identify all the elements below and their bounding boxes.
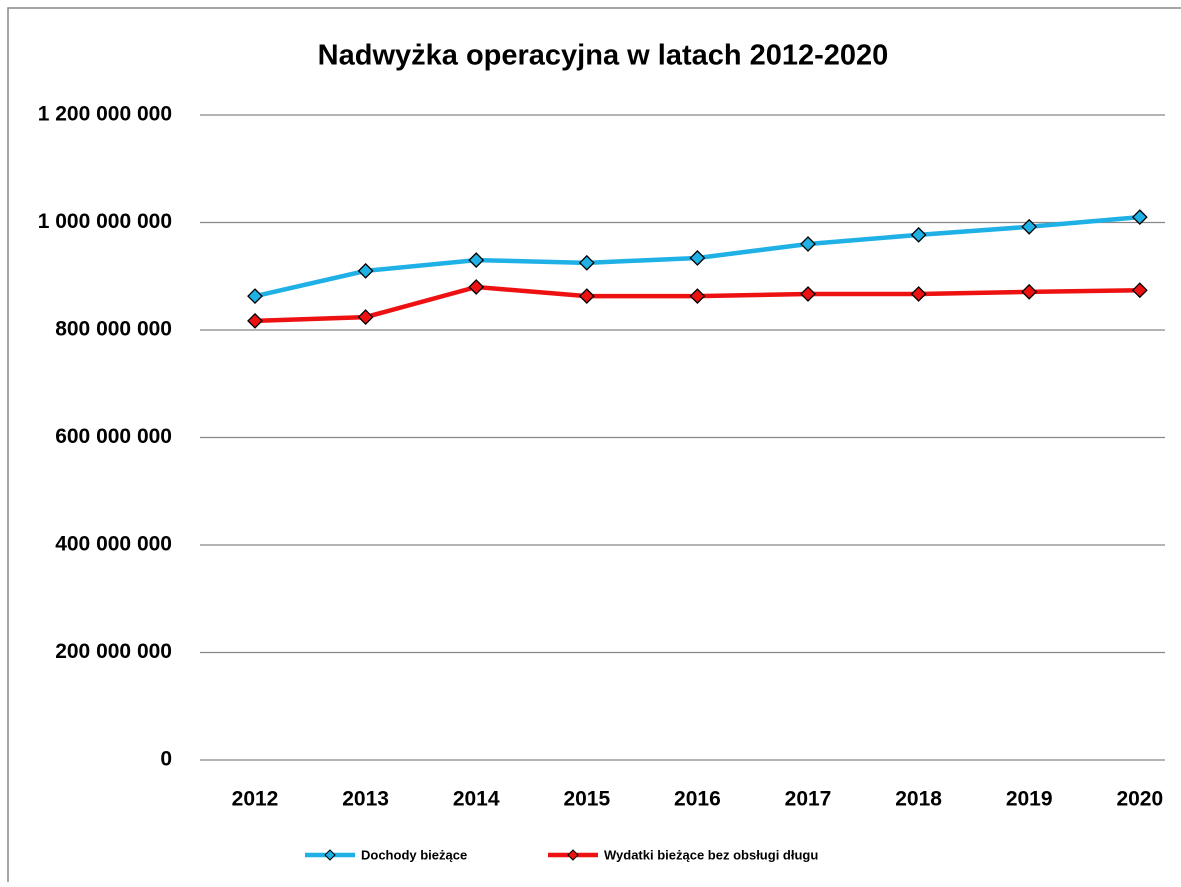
- legend-marker: [567, 849, 579, 861]
- y-tick-label: 400 000 000: [55, 533, 172, 556]
- chart-title: Nadwyżka operacyjna w latach 2012-2020: [318, 40, 889, 72]
- data-point: [689, 250, 706, 266]
- legend-label: Wydatki bieżące bez obsługi długu: [604, 847, 818, 862]
- data-point: [800, 286, 816, 302]
- y-tick-label: 200 000 000: [55, 640, 172, 663]
- y-tick-label: 600 000 000: [55, 425, 172, 448]
- data-point: [910, 286, 927, 302]
- data-point: [1131, 282, 1148, 299]
- y-tick-label: 0: [160, 748, 172, 771]
- chart-frame: [7, 7, 1181, 887]
- x-tick-label: 2013: [342, 788, 389, 811]
- data-point: [1021, 283, 1038, 300]
- x-tick-label: 2019: [1006, 788, 1053, 811]
- data-point: [910, 226, 927, 243]
- data-point: [1021, 218, 1038, 235]
- data-point: [357, 262, 374, 279]
- data-point: [357, 309, 374, 326]
- data-point: [800, 236, 816, 252]
- x-tick-label: 2014: [453, 788, 500, 811]
- data-point: [578, 288, 595, 305]
- y-tick-label: 800 000 000: [55, 318, 172, 341]
- data-point: [247, 312, 263, 329]
- x-tick-label: 2015: [563, 788, 610, 811]
- x-tick-label: 2016: [674, 788, 721, 811]
- data-point: [689, 288, 706, 305]
- y-tick-label: 1 200 000 000: [38, 103, 172, 126]
- legend-label: Dochody bieżące: [361, 847, 467, 862]
- x-tick-label: 2018: [895, 788, 942, 811]
- data-point: [1131, 209, 1148, 226]
- x-tick-label: 2012: [232, 788, 279, 811]
- data-point: [468, 252, 485, 269]
- data-point: [468, 279, 485, 295]
- x-tick-label: 2020: [1116, 788, 1163, 811]
- y-tick-label: 1 000 000 000: [38, 210, 172, 233]
- x-tick-label: 2017: [785, 788, 832, 811]
- legend-marker: [324, 849, 336, 861]
- data-point: [578, 254, 595, 271]
- data-point: [247, 288, 263, 305]
